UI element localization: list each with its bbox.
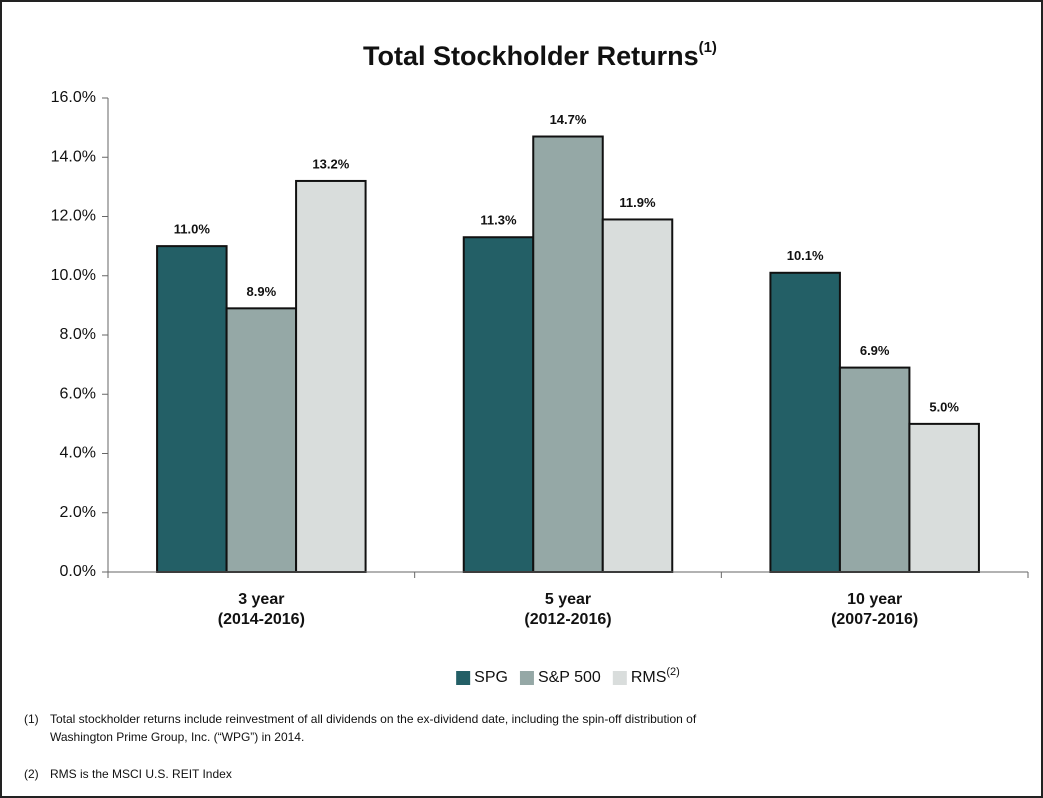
bar	[532, 135, 604, 573]
y-tick-label: 12.0%	[51, 208, 96, 225]
note-text: RMS is the MSCI U.S. REIT Index	[50, 767, 232, 781]
note-marker: (1)	[24, 712, 39, 726]
legend-swatch	[612, 671, 627, 685]
bar	[908, 422, 980, 573]
bar	[838, 366, 911, 573]
value-label: 11.9%	[619, 195, 656, 210]
value-label: 11.0%	[174, 222, 211, 237]
y-tick-label: 16.0%	[51, 89, 96, 106]
value-label: 6.9%	[860, 343, 890, 358]
value-label: 13.2%	[312, 156, 349, 171]
x-tick-label: (2014-2016)	[218, 611, 305, 628]
note-text: Total stockholder returns include reinve…	[50, 712, 697, 726]
y-tick-label: 6.0%	[60, 385, 96, 402]
value-label: 11.3%	[480, 213, 517, 228]
title-text: Total Stockholder Returns	[363, 41, 699, 71]
x-tick-label: 3 year	[238, 591, 284, 608]
bar	[462, 236, 535, 574]
legend-name: RMS	[631, 669, 667, 686]
legend-name: SPG	[474, 669, 508, 686]
legend-swatch	[519, 671, 534, 685]
x-tick-label: 10 year	[847, 591, 902, 608]
y-tick-label: 14.0%	[51, 148, 96, 165]
legend: SPG S&P 500 RMS(2)	[456, 666, 680, 686]
title-note: (1)	[699, 39, 717, 56]
value-label: 8.9%	[247, 284, 277, 299]
legend-swatch	[456, 671, 471, 685]
legend-label: RMS(2)	[631, 666, 680, 686]
y-tick-label: 0.0%	[60, 563, 96, 580]
value-label: 5.0%	[929, 399, 959, 414]
y-tick-label: 4.0%	[60, 445, 96, 462]
y-tick-label: 8.0%	[60, 326, 96, 343]
legend-name: S&P 500	[538, 669, 601, 686]
y-tick-label: 10.0%	[51, 267, 96, 284]
x-tick-label: (2007-2016)	[831, 611, 918, 628]
x-tick-label: 5 year	[545, 591, 591, 608]
x-tick-label: (2012-2016)	[524, 611, 611, 628]
legend-label: SPG	[474, 669, 508, 686]
bar	[769, 271, 841, 573]
y-tick-label: 2.0%	[60, 504, 96, 521]
bar	[225, 307, 298, 573]
value-label: 10.1%	[787, 248, 824, 263]
note-marker: (2)	[24, 767, 39, 781]
note-text: Washington Prime Group, Inc. (“WPG”) in …	[50, 730, 304, 744]
chart-title: Total Stockholder Returns(1)	[363, 39, 717, 71]
value-label: 14.7%	[550, 112, 587, 127]
bar	[295, 179, 367, 573]
legend-label: S&P 500	[538, 669, 601, 686]
bar	[601, 218, 674, 573]
bar	[156, 245, 228, 573]
legend-note: (2)	[666, 666, 679, 678]
